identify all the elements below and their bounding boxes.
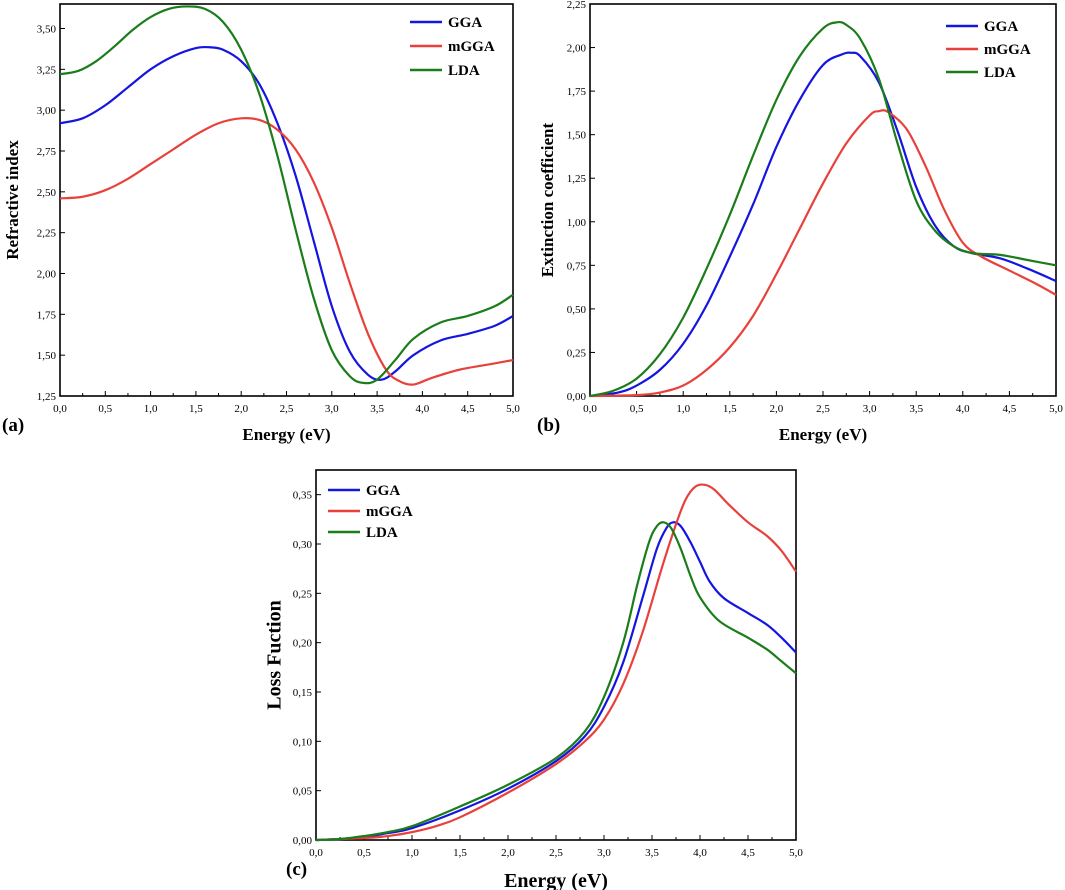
y-tick-label: 1,00 [567,217,587,229]
y-tick-label: 0,30 [293,539,313,551]
y-tick-label: 2,75 [37,146,57,158]
series-line-gga [59,45,514,381]
series-line-lda [589,20,1057,398]
y-axis-title: Loss Fuction [264,600,286,709]
x-tick-label: 2,5 [549,847,563,859]
y-tick-label: 0,00 [293,835,313,847]
series-line-mgga [589,109,1057,398]
plot-frame [589,3,1057,397]
x-tick-label: 4,0 [956,403,970,415]
x-tick-label: 3,0 [863,403,877,415]
x-tick-label: 3,0 [597,847,611,859]
y-tick-label: 3,50 [37,24,57,36]
y-tick-label: 0,50 [567,304,587,316]
y-tick-label: 1,50 [567,130,587,142]
legend-label-gga: GGA [448,15,482,31]
x-tick-label: 3,5 [370,403,384,415]
x-tick-label: 1,5 [189,403,203,415]
y-axis-title: Extinction coefficient [538,122,557,277]
y-tick-label: 1,75 [567,86,587,98]
y-tick-label: 2,50 [37,187,57,199]
y-axis-title: Refractive index [3,140,22,260]
y-tick-label: 3,00 [37,105,57,117]
x-tick-label: 1,5 [453,847,467,859]
legend-label-gga: GGA [366,483,400,499]
x-tick-label: 2,0 [234,403,248,415]
x-tick-label: 0,5 [98,403,112,415]
series-line-lda [315,521,797,842]
y-tick-label: 0,20 [293,638,313,650]
x-axis-title: Energy (eV) [242,425,330,444]
x-tick-label: 5,0 [506,403,520,415]
panel-label: (c) [286,859,307,880]
x-tick-label: 1,5 [723,403,737,415]
series-line-mgga [59,116,514,386]
x-axis-title: Energy (eV) [504,870,608,890]
y-tick-label: 2,00 [37,269,57,281]
y-tick-label: 0,15 [293,687,313,699]
x-tick-label: 2,5 [280,403,294,415]
legend-label-lda: LDA [366,525,398,541]
x-tick-label: 2,5 [816,403,830,415]
panel-label: (a) [2,415,24,436]
x-tick-label: 0,5 [357,847,371,859]
series-line-lda [59,5,514,385]
panel-label: (b) [537,415,560,436]
legend-label-mgga: mGGA [448,39,495,55]
y-tick-label: 0,75 [567,260,587,272]
y-tick-label: 0,25 [567,347,587,359]
legend-label-lda: LDA [984,65,1016,81]
x-tick-label: 4,5 [1003,403,1017,415]
x-tick-label: 5,0 [789,847,803,859]
legend-label-mgga: mGGA [366,504,413,520]
series-line-gga [315,521,797,842]
x-tick-label: 1,0 [676,403,690,415]
plot-frame [59,3,514,397]
series-line-mgga [315,483,797,842]
legend-label-gga: GGA [984,19,1018,35]
x-tick-label: 1,0 [144,403,158,415]
x-tick-label: 4,0 [416,403,430,415]
y-tick-label: 1,25 [37,391,57,403]
x-tick-label: 0,5 [630,403,644,415]
chart-panel-a: 0,0 0,5 1,0 1,5 2,0 2,5 3,0 3,5 4,0 4,5 5,0 1,25 1,5… [2,3,520,444]
y-tick-label: 1,50 [37,350,57,362]
x-tick-label: 4,5 [461,403,475,415]
x-tick-label: 3,0 [325,403,339,415]
x-tick-label: 1,0 [405,847,419,859]
y-tick-label: 1,25 [567,173,587,185]
x-tick-label: 5,0 [1049,403,1063,415]
x-tick-label: 0,0 [309,847,323,859]
x-tick-label: 2,0 [501,847,515,859]
y-tick-label: 2,25 [567,0,587,11]
y-tick-label: 2,25 [37,228,57,240]
y-tick-label: 2,00 [567,43,587,55]
chart-panel-c: 0,0 0,5 1,0 1,5 2,0 2,5 3,0 3,5 4,0 4,5 5,0 0,00 0,0… [264,469,803,890]
x-tick-label: 3,5 [645,847,659,859]
y-tick-label: 0,10 [293,736,313,748]
x-tick-label: 4,5 [741,847,755,859]
y-tick-label: 0,25 [293,588,313,600]
y-tick-label: 1,75 [37,309,57,321]
x-tick-label: 3,5 [909,403,923,415]
x-tick-label: 4,0 [693,847,707,859]
x-tick-label: 2,0 [770,403,784,415]
y-tick-label: 0,00 [567,391,587,403]
y-tick-label: 0,05 [293,786,313,798]
series-line-gga [589,51,1057,398]
y-tick-label: 0,35 [293,490,313,502]
x-axis-title: Energy (eV) [779,425,867,444]
chart-panel-b: 0,0 0,5 1,0 1,5 2,0 2,5 3,0 3,5 4,0 4,5 5,0 0,00 0,2… [537,0,1063,444]
y-tick-label: 3,25 [37,64,57,76]
legend-label-mgga: mGGA [984,42,1031,58]
legend-label-lda: LDA [448,63,480,79]
x-tick-label: 0,0 [583,403,597,415]
x-tick-label: 0,0 [53,403,67,415]
